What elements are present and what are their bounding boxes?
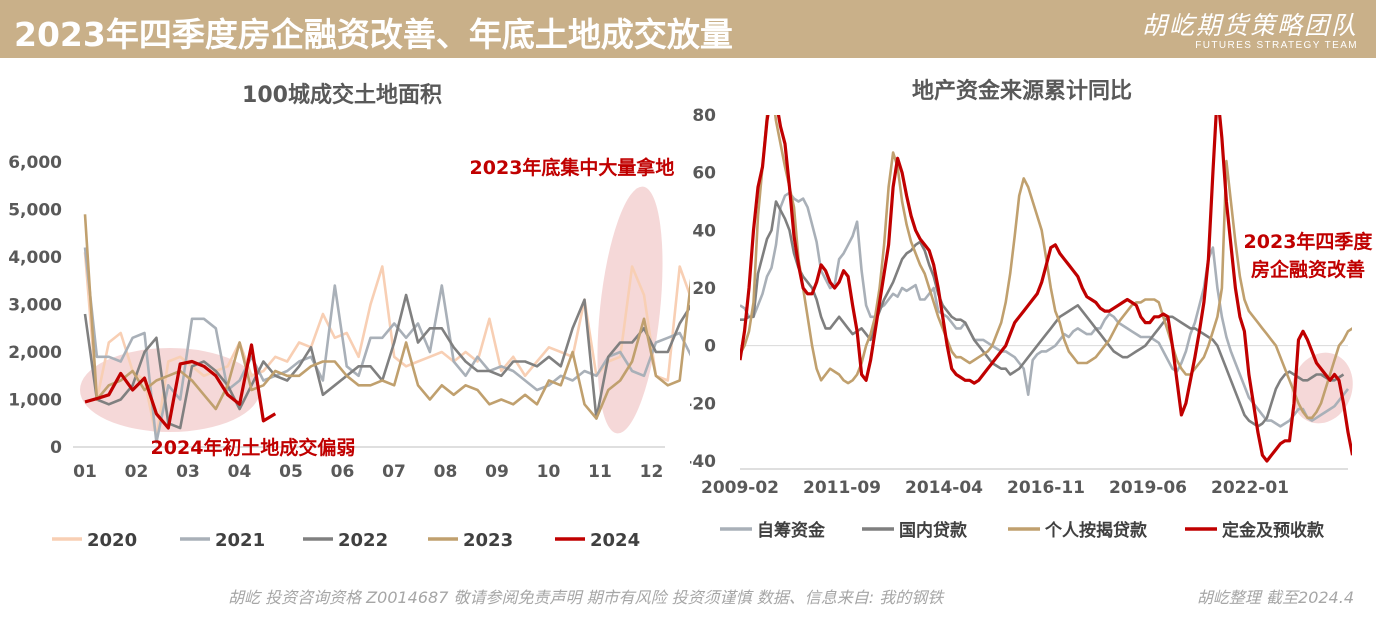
x-tick-label: 03 [176, 462, 200, 482]
y-tick-label: -20 [690, 394, 716, 414]
x-tick-label: 11 [588, 462, 612, 482]
land-area-chart: 100城成交土地面积 0 1,000 2,000 3,000 4,000 5,000 6,00… [8, 82, 690, 551]
annotation-q4-2023: 房企融资改善 [1251, 258, 1365, 281]
series-line-2022 [83, 293, 690, 430]
footer-disclaimer: 胡屹 投资咨询资格 Z0014687 敬请参阅免责声明 期市有风险 投资须谨慎 … [228, 588, 944, 607]
legend-label: 国内贷款 [899, 520, 968, 541]
y-tick-label: 0 [704, 337, 716, 357]
y-tick-label: 5,000 [8, 201, 62, 221]
series-line-2023 [83, 214, 690, 420]
legend-label: 定金及预收款 [1222, 520, 1325, 541]
series-line-2 [740, 115, 1352, 420]
series-line-2024 [84, 343, 277, 430]
logo-subtext: FUTURES STRATEGY TEAM [1195, 40, 1358, 51]
x-tick-label: 08 [434, 462, 458, 482]
x-tick-label: 01 [73, 462, 97, 482]
funding-yoy-chart: 地产资金来源累计同比 -40 -20 0 20 40 60 80 2009-02 2011-09 2… [690, 78, 1374, 541]
legend-label: 2020 [87, 530, 137, 551]
y-tick-label: 1,000 [8, 391, 62, 411]
y-tick-label: 6,000 [8, 153, 62, 173]
series-line-2021 [83, 247, 690, 444]
legend-label: 自筹资金 [757, 520, 826, 541]
legend-label: 2024 [590, 530, 640, 551]
x-tick-label: 10 [537, 462, 561, 482]
plot-area [740, 115, 1352, 463]
y-tick-label: 20 [692, 279, 716, 299]
highlight-q4-2023 [1291, 352, 1353, 424]
title-banner: 2023年四季度房企融资改善、年底土地成交放量 胡屹期货策略团队 FUTURES… [0, 0, 1376, 58]
y-tick-label: -40 [690, 452, 716, 472]
series-line-1 [740, 200, 1345, 428]
y-tick-label: 2,000 [8, 343, 62, 363]
annotation-late-2023: 2023年底集中大量拿地 [470, 156, 675, 179]
legend-label: 个人按揭贷款 [1044, 520, 1148, 541]
team-logo: 胡屹期货策略团队 FUTURES STRATEGY TEAM [1142, 6, 1358, 51]
x-tick-label: 05 [279, 462, 303, 482]
y-tick-label: 0 [50, 438, 62, 458]
annotation-early-2024: 2024年初土地成交偏弱 [151, 436, 356, 459]
chart-title: 地产资金来源累计同比 [912, 78, 1132, 104]
x-tick-label: 09 [485, 462, 509, 482]
legend-label: 2021 [215, 530, 265, 551]
footer-source-date: 胡屹整理 截至2024.4 [1196, 588, 1354, 607]
chart-title: 100城成交土地面积 [242, 82, 442, 108]
x-tick-label: 2009-02 [701, 478, 779, 498]
y-tick-label: 40 [692, 221, 716, 241]
x-tick-label: 2014-04 [905, 478, 983, 498]
series-line-0 [740, 191, 1350, 428]
x-tick-label: 2022-01 [1211, 478, 1289, 498]
x-tick-label: 04 [228, 462, 252, 482]
legend-label: 2023 [463, 530, 513, 551]
x-tick-label: 02 [125, 462, 149, 482]
y-tick-label: 4,000 [8, 248, 62, 268]
page-title: 2023年四季度房企融资改善、年底土地成交放量 [14, 15, 733, 54]
legend-label: 2022 [338, 530, 388, 551]
y-tick-label: 3,000 [8, 296, 62, 316]
y-tick-label: 80 [692, 106, 716, 126]
y-tick-label: 60 [692, 164, 716, 184]
x-tick-label: 07 [382, 462, 406, 482]
x-tick-label: 2011-09 [803, 478, 881, 498]
x-tick-label: 06 [331, 462, 355, 482]
x-tick-label: 2019-06 [1109, 478, 1187, 498]
x-tick-label: 12 [640, 462, 664, 482]
x-tick-label: 2016-11 [1007, 478, 1085, 498]
series-line-3 [740, 115, 1352, 463]
logo-text: 胡屹期货策略团队 [1141, 11, 1358, 40]
footer: 胡屹 投资咨询资格 Z0014687 敬请参阅免责声明 期市有风险 投资须谨慎 … [0, 584, 1376, 607]
annotation-q4-2023: 2023年四季度 [1244, 230, 1374, 253]
